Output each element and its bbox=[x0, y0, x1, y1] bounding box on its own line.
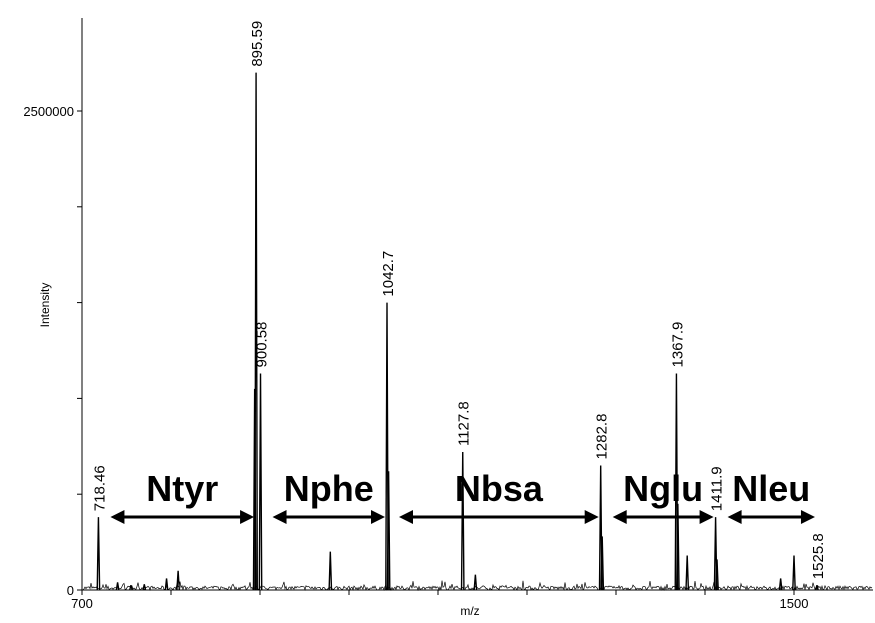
peak-label: 1282.8 bbox=[594, 414, 611, 460]
peak bbox=[252, 388, 257, 591]
region-arrow-head-left bbox=[399, 510, 414, 524]
baseline-noise bbox=[82, 580, 873, 592]
region-arrow-head-right bbox=[699, 510, 714, 524]
peak bbox=[815, 585, 819, 591]
region-arrow-head-left bbox=[110, 510, 125, 524]
peak bbox=[142, 584, 147, 591]
x-tick-label: 1500 bbox=[780, 596, 809, 611]
region-arrow-head-right bbox=[240, 510, 255, 524]
peak bbox=[328, 551, 333, 591]
peak bbox=[792, 555, 796, 591]
y-axis-title: Intensity bbox=[38, 283, 52, 328]
region-label: Nglu bbox=[623, 468, 703, 509]
region-label: Nleu bbox=[732, 468, 810, 509]
peak-label: 1367.9 bbox=[669, 322, 686, 368]
region-label: Nbsa bbox=[455, 468, 544, 509]
peak bbox=[685, 555, 690, 591]
peak bbox=[715, 559, 719, 591]
region-arrow-head-right bbox=[371, 510, 386, 524]
peak-label: 900.58 bbox=[254, 322, 271, 368]
x-tick-label: 700 bbox=[71, 596, 93, 611]
peak bbox=[473, 574, 478, 591]
labels: 718.46 895.59 900.58 1042.7 1127.8 1282.8 1367… bbox=[91, 21, 827, 579]
region-label: Ntyr bbox=[146, 468, 218, 509]
peak bbox=[176, 570, 181, 591]
y-tick-label: 2500000 bbox=[23, 104, 74, 119]
x-axis-title: m/z bbox=[460, 604, 479, 618]
peak bbox=[115, 582, 120, 591]
peak bbox=[258, 373, 263, 591]
region-arrow-head-right bbox=[800, 510, 815, 524]
region-arrow-head-left bbox=[612, 510, 627, 524]
peak-label: 895.59 bbox=[249, 21, 266, 67]
region-arrow-head-left bbox=[272, 510, 287, 524]
regions: Ntyr Nphe Nbsa Nglu Nleu bbox=[110, 468, 815, 524]
region-label: Nphe bbox=[284, 468, 374, 509]
y-tick-label: 0 bbox=[67, 583, 74, 598]
peak bbox=[164, 578, 169, 591]
peak bbox=[460, 452, 465, 591]
peak bbox=[129, 585, 133, 591]
peak-label: 1042.7 bbox=[380, 251, 397, 297]
peak-label: 718.46 bbox=[91, 465, 108, 511]
peak bbox=[600, 536, 605, 591]
region-arrow-head-left bbox=[727, 510, 742, 524]
region-arrow-head-right bbox=[584, 510, 599, 524]
peak-label: 1127.8 bbox=[456, 401, 473, 446]
peak bbox=[386, 471, 391, 591]
axes: 0 2500000 700 1500 m/z Intensity bbox=[23, 18, 873, 618]
baseline-noise-trace bbox=[82, 580, 873, 592]
peak-label: 1411.9 bbox=[709, 466, 726, 511]
peaks bbox=[96, 72, 819, 591]
peak bbox=[675, 503, 680, 591]
peak-label: 1525.8 bbox=[810, 533, 827, 579]
peak bbox=[778, 578, 783, 591]
peak bbox=[96, 517, 101, 591]
